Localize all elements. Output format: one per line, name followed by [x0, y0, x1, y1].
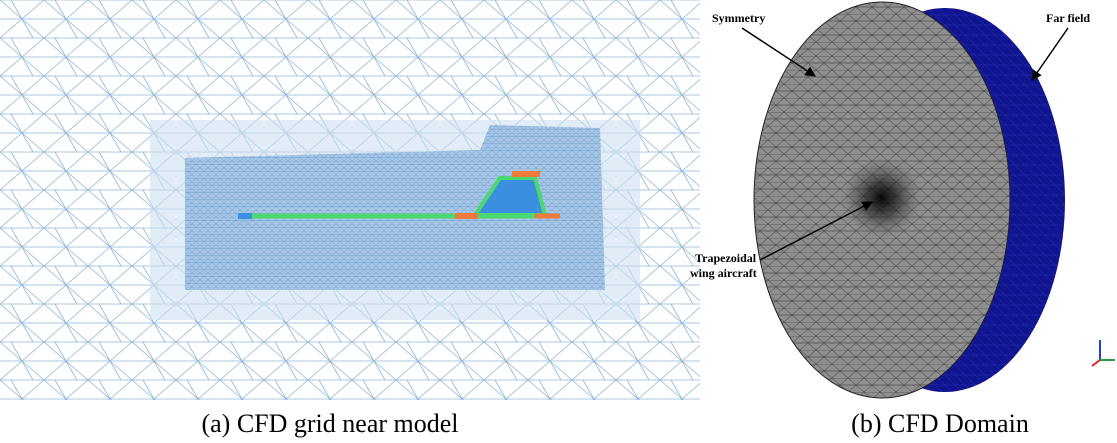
panel-a: (a) CFD grid near model — [0, 0, 700, 438]
figure: (a) CFD grid near model Symmetry Far fie… — [0, 0, 1117, 443]
label-aircraft: wing aircraft — [690, 266, 757, 280]
caption: (a) CFD grid near model — [201, 409, 458, 438]
panel-b: Symmetry Far field Trapezoidal wing airc… — [690, 2, 1115, 438]
caption: (b) CFD Domain — [851, 409, 1029, 438]
label-aircraft: Trapezoidal — [695, 251, 757, 265]
axes-icon — [1092, 340, 1115, 366]
label-far-field: Far field — [1046, 11, 1090, 25]
label-symmetry: Symmetry — [712, 11, 765, 25]
